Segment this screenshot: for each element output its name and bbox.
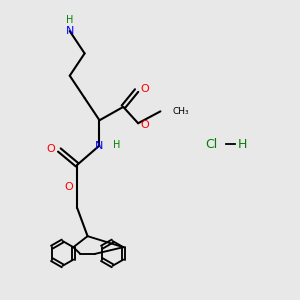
- Text: CH₃: CH₃: [173, 107, 190, 116]
- Text: H: H: [238, 138, 247, 151]
- Text: O: O: [64, 182, 73, 192]
- Text: N: N: [66, 26, 74, 36]
- Text: H: H: [66, 15, 74, 25]
- Text: Cl: Cl: [205, 138, 217, 151]
- Text: O: O: [140, 120, 149, 130]
- Text: H: H: [113, 140, 120, 150]
- Text: O: O: [46, 143, 55, 154]
- Text: O: O: [141, 84, 149, 94]
- Text: N: N: [95, 140, 104, 151]
